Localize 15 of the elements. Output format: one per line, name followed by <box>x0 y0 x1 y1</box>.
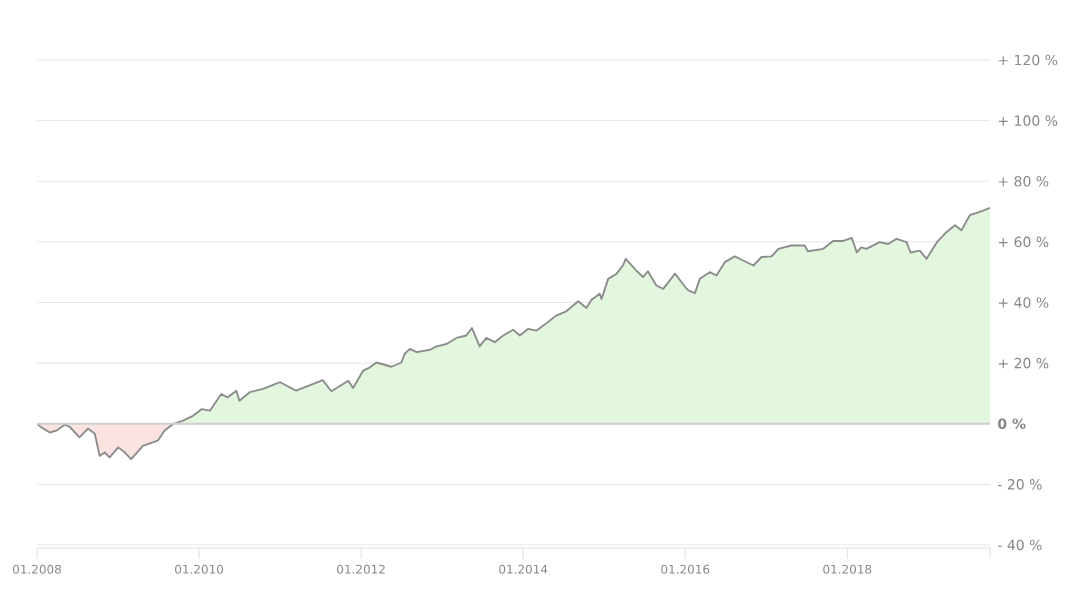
x-tick-label: 01.2010 <box>175 564 224 574</box>
y-tick-label: + 60 % <box>998 236 1049 248</box>
y-tick-label: 0 % <box>998 418 1026 430</box>
y-tick-label: + 100 % <box>998 115 1058 126</box>
y-tick-label: + 120 % <box>998 54 1058 66</box>
x-tick-label: 01.2008 <box>12 564 61 574</box>
y-tick-label: + 40 % <box>998 297 1049 308</box>
y-tick-label: + 20 % <box>998 357 1049 369</box>
x-tick-label: 01.2018 <box>823 564 872 574</box>
x-tick-label: 01.2014 <box>499 564 548 574</box>
y-tick-label: - 40 % <box>998 539 1042 551</box>
y-tick-label: + 80 % <box>998 175 1049 187</box>
y-tick-label: - 20 % <box>998 479 1042 490</box>
x-tick-label: 01.2016 <box>661 564 710 574</box>
x-tick-label: 01.2012 <box>337 564 385 574</box>
